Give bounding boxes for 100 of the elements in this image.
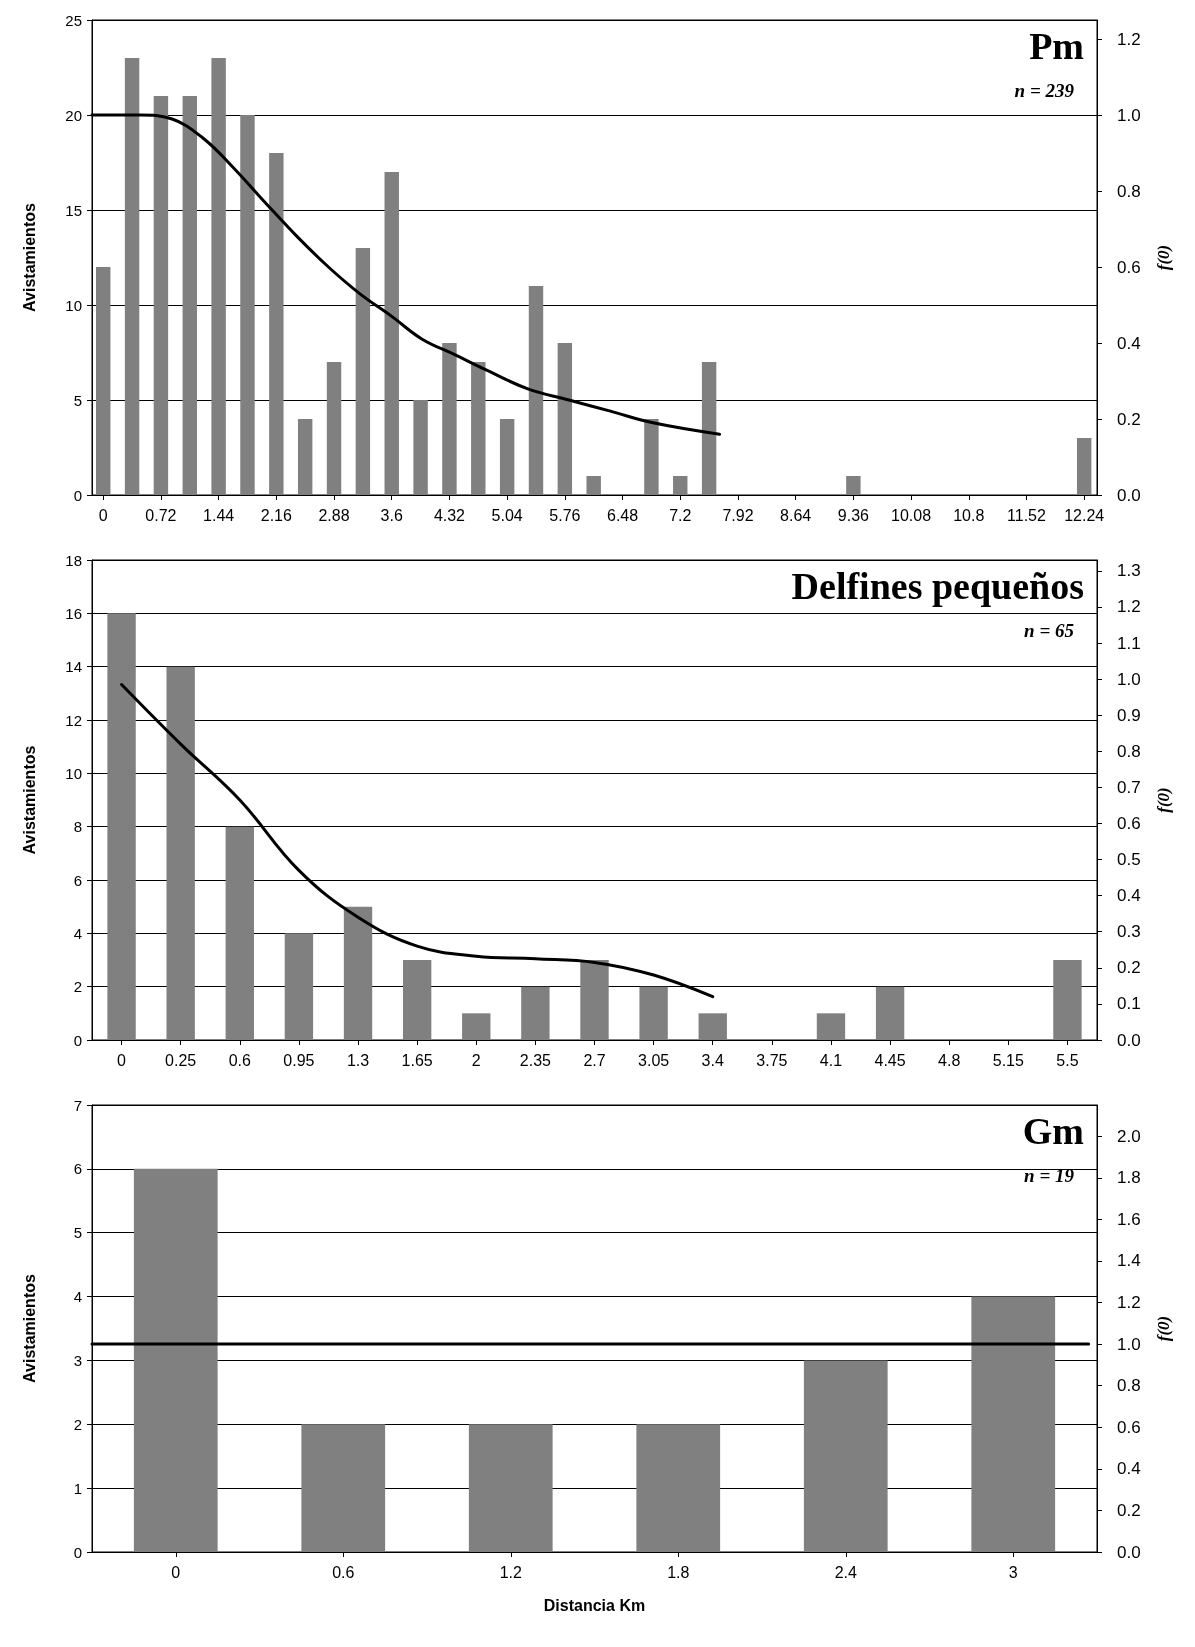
y2-tick-label: 1.2	[1117, 1293, 1141, 1313]
y2-tick-label: 1.1	[1117, 633, 1141, 653]
chart-title: Gm	[1022, 1110, 1085, 1152]
text: n = 65	[1024, 620, 1075, 641]
x-tick-label: 5.76	[549, 506, 581, 524]
y2-tick-label: 0.8	[1117, 741, 1141, 761]
x-tick-label: 4.8	[938, 1051, 961, 1069]
x-tick-label: 0	[117, 1051, 127, 1069]
x-tick-label: 3.6	[380, 506, 403, 524]
bar	[153, 96, 169, 495]
y-tick-label: 6	[73, 871, 82, 889]
y2-tick-label: 1.0	[1117, 105, 1141, 125]
x-tick-label: 6.48	[606, 506, 639, 524]
bar	[521, 986, 550, 1040]
bar	[580, 960, 609, 1040]
x-tick-label: 2.16	[260, 506, 292, 524]
bar	[384, 172, 399, 495]
y-axis-title: Avistamientos	[20, 745, 38, 855]
x-tick-label: 1.65	[401, 1051, 433, 1069]
y2-tick-label: 2.0	[1117, 1126, 1141, 1146]
y-tick-label: 10	[65, 296, 82, 314]
x-tick-label: 4.1	[819, 1051, 843, 1069]
bar	[240, 115, 255, 495]
bar	[301, 1424, 386, 1552]
x-tick-label: 1.2	[499, 1563, 522, 1581]
y2-axis-title: f(0)	[1154, 787, 1173, 813]
bar	[644, 419, 659, 495]
x-tick-label: 4.45	[874, 1051, 906, 1069]
bar	[284, 933, 314, 1040]
y-tick-label: 6	[73, 1160, 82, 1178]
y-tick-label: 1	[73, 1479, 82, 1497]
y2-tick-label: 0.0	[1117, 485, 1141, 505]
y-tick-label: 5	[73, 391, 82, 409]
x-axis-title: Distancia Km	[543, 1596, 646, 1614]
y2-tick-label: 0.6	[1117, 257, 1141, 277]
y2-tick-label: 1.0	[1117, 669, 1141, 689]
y-tick-label: 7	[73, 1096, 82, 1114]
y-tick-label: 12	[65, 711, 82, 729]
x-tick-label: 0	[98, 506, 108, 524]
x-tick-label: 3.4	[701, 1051, 724, 1069]
y2-tick-label: 0.1	[1117, 994, 1141, 1014]
x-tick-label: 3	[1008, 1563, 1018, 1581]
x-tick-label: 5.04	[491, 506, 523, 524]
y-axis-title: Avistamientos	[20, 203, 38, 312]
x-tick-label: 10.08	[891, 506, 932, 524]
y-tick-label: 0	[73, 1031, 82, 1049]
x-tick-label: 3.05	[638, 1051, 670, 1069]
y-tick-label: 10	[65, 764, 82, 782]
x-tick-label: 4.32	[433, 506, 466, 524]
x-tick-label: 7.2	[669, 506, 692, 524]
x-tick-label: 2.35	[519, 1051, 552, 1069]
y-tick-label: 15	[65, 201, 82, 219]
bar	[586, 476, 601, 495]
y2-tick-label: 1.6	[1117, 1209, 1141, 1229]
bar	[297, 419, 313, 495]
x-tick-label: 0.72	[145, 506, 177, 524]
y2-tick-label: 0.4	[1117, 886, 1141, 906]
y-tick-label: 3	[73, 1351, 82, 1369]
bar	[636, 1424, 721, 1552]
y2-tick-label: 0.0	[1117, 1542, 1141, 1562]
bar	[442, 343, 457, 495]
x-tick-label: 11.52	[1007, 506, 1046, 524]
bar	[468, 1424, 553, 1552]
x-tick-label: 8.64	[780, 506, 812, 524]
bar	[211, 58, 226, 495]
y2-tick-label: 0.0	[1117, 1030, 1141, 1050]
bar	[225, 826, 254, 1040]
bar	[343, 906, 373, 1040]
y2-tick-label: 1.3	[1117, 561, 1141, 581]
y-tick-label: 18	[65, 551, 82, 569]
x-tick-label: 1.8	[667, 1563, 690, 1581]
x-tick-label: 2.7	[583, 1051, 606, 1069]
bar	[846, 476, 861, 495]
bar	[499, 419, 515, 495]
y2-tick-label: 0.3	[1117, 922, 1141, 942]
x-tick-label: 5.15	[992, 1051, 1024, 1069]
bar	[413, 400, 428, 495]
bar	[875, 986, 905, 1040]
y2-tick-label: 0.4	[1117, 1459, 1141, 1479]
bar	[816, 1013, 846, 1040]
y-tick-label: 16	[65, 604, 82, 622]
chart-title: Delfines pequeños	[791, 565, 1084, 607]
y2-tick-label: 1.0	[1117, 1334, 1141, 1354]
x-tick-label: 2.88	[318, 506, 350, 524]
y2-tick-label: 1.4	[1117, 1251, 1141, 1271]
y-axis-title: Avistamientos	[20, 1274, 38, 1383]
x-tick-label: 0.95	[283, 1051, 315, 1069]
bar	[701, 362, 717, 495]
bar	[96, 267, 111, 495]
y2-tick-label: 1.2	[1117, 597, 1141, 617]
bar	[471, 362, 486, 495]
bar	[326, 362, 342, 495]
y-tick-label: 2	[73, 978, 82, 996]
bar	[124, 58, 140, 495]
x-tick-label: 0	[171, 1563, 181, 1581]
y2-tick-label: 0.4	[1117, 333, 1141, 353]
x-tick-label: 2	[471, 1051, 481, 1069]
text: n = 239	[1014, 80, 1075, 101]
y2-tick-label: 0.2	[1117, 958, 1141, 978]
y-tick-label: 0	[73, 486, 82, 504]
